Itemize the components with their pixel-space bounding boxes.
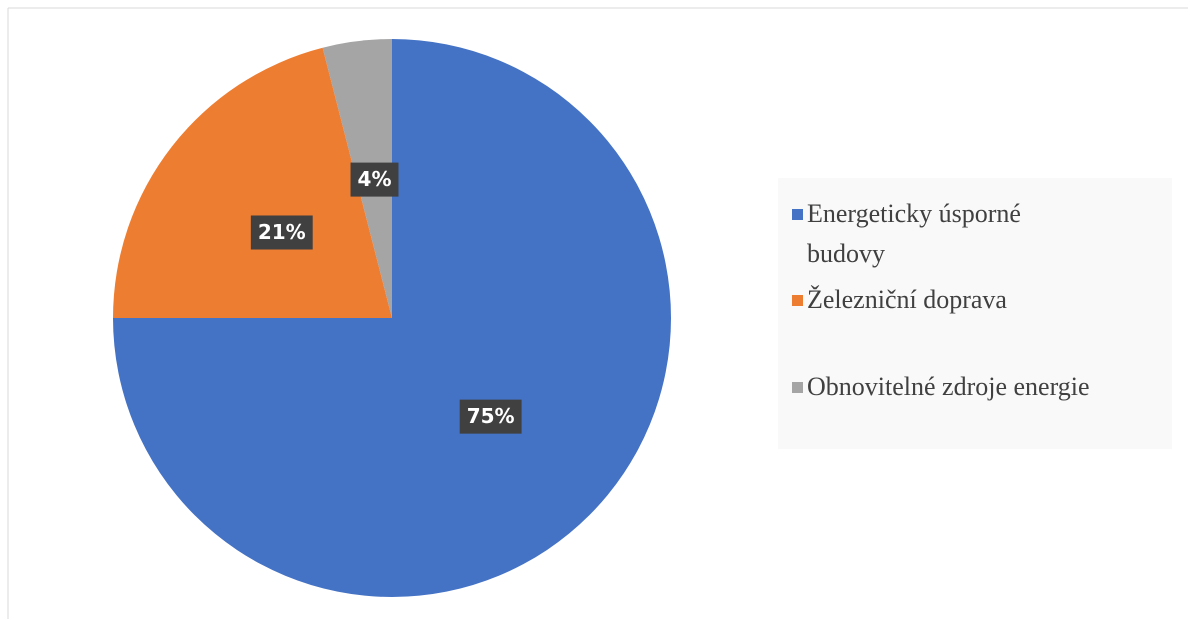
legend-swatch bbox=[792, 382, 803, 393]
data-label-box bbox=[250, 215, 313, 250]
data-label-box bbox=[459, 399, 522, 434]
legend-item: Energeticky úsporné budovy bbox=[792, 194, 1037, 274]
data-label-text: 21% bbox=[258, 220, 306, 244]
legend-item: Železniční doprava bbox=[792, 280, 1007, 320]
data-label-text: 4% bbox=[358, 167, 392, 191]
legend-label: Energeticky úsporné budovy bbox=[807, 199, 1021, 268]
data-label: 4% bbox=[350, 162, 399, 197]
data-label: 21% bbox=[250, 215, 313, 250]
legend-swatch bbox=[792, 295, 803, 306]
data-label: 75% bbox=[459, 399, 522, 434]
legend-swatch bbox=[792, 209, 803, 220]
legend: Energeticky úsporné budovy Železniční dop… bbox=[778, 178, 1172, 449]
data-label-text: 75% bbox=[467, 404, 515, 428]
data-label-box bbox=[350, 162, 399, 197]
legend-label: Železniční doprava bbox=[807, 285, 1007, 314]
pie-slice bbox=[113, 47, 392, 319]
legend-item: Obnovitelné zdroje energie bbox=[792, 367, 1090, 407]
legend-label: Obnovitelné zdroje energie bbox=[807, 372, 1090, 401]
